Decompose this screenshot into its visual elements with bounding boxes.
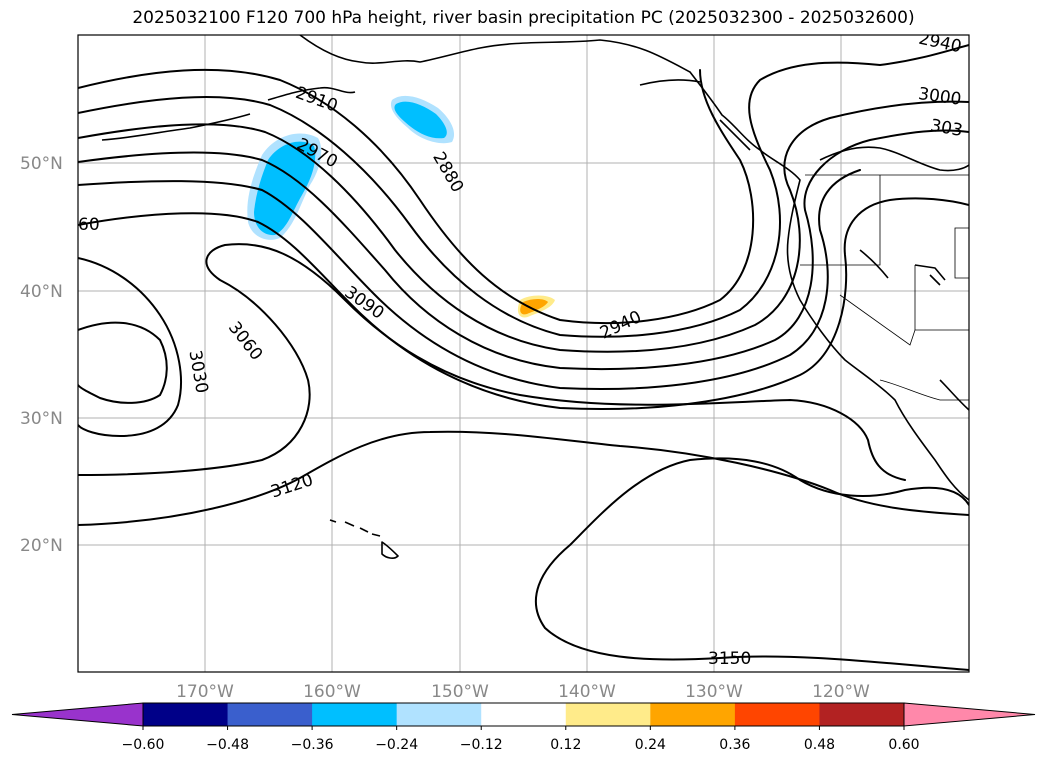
- colorbar-extend-min: [11, 702, 144, 727]
- map-title: 2025032100 F120 700 hPa height, river ba…: [132, 8, 915, 28]
- contour-label-3150: 3150: [708, 649, 751, 669]
- lon-label-170w: 170°W: [176, 682, 234, 702]
- lon-label-140w: 140°W: [558, 682, 616, 702]
- colorbar-tick-label: 0.12: [550, 737, 581, 753]
- colorbar-segment: [396, 703, 482, 726]
- colorbar-segment: [143, 703, 229, 726]
- lon-label-130w: 130°W: [685, 682, 743, 702]
- colorbar-tick-label: −0.36: [291, 737, 334, 753]
- latitude-labels: 50°N 40°N 30°N 20°N: [20, 154, 63, 556]
- lat-label-20n: 20°N: [20, 536, 63, 556]
- colorbar-extend-max: [903, 702, 1036, 727]
- map-area: [78, 35, 969, 672]
- colorbar-segment: [565, 703, 651, 726]
- colorbar-tick-label: 0.48: [804, 737, 835, 753]
- colorbar-segment: [227, 703, 313, 726]
- height-contours: [78, 44, 969, 671]
- colorbar-segment: [312, 703, 398, 726]
- colorbar-tick-label: −0.24: [375, 737, 418, 753]
- coastlines: [101, 35, 969, 559]
- colorbar-tick-label: 0.24: [635, 737, 666, 753]
- lon-label-160w: 160°W: [303, 682, 361, 702]
- colorbar-segment: [481, 703, 567, 726]
- longitude-labels: 170°W 160°W 150°W 140°W 130°W 120°W: [176, 682, 870, 702]
- colorbar: −0.60 −0.48 −0.36 −0.24 −0.12 0.12 0.24 0.36 0.4…: [11, 702, 1036, 753]
- map-frame: [77, 34, 970, 673]
- colorbar-tick-label: −0.12: [460, 737, 503, 753]
- colorbar-tick-label: 0.36: [719, 737, 750, 753]
- lat-label-30n: 30°N: [20, 409, 63, 429]
- lat-label-40n: 40°N: [20, 282, 63, 302]
- colorbar-tick-label: −0.60: [122, 737, 165, 753]
- lat-label-50n: 50°N: [20, 154, 63, 174]
- precip-shading: [247, 95, 555, 318]
- colorbar-tick-label: 0.60: [888, 737, 919, 753]
- colorbar-segment: [650, 703, 736, 726]
- contour-label-60: 60: [78, 215, 100, 235]
- graticule: [78, 35, 969, 672]
- colorbar-segment: [734, 703, 820, 726]
- lon-label-120w: 120°W: [812, 682, 870, 702]
- colorbar-tick-label: −0.48: [206, 737, 249, 753]
- lon-label-150w: 150°W: [431, 682, 489, 702]
- colorbar-segment: [819, 703, 905, 726]
